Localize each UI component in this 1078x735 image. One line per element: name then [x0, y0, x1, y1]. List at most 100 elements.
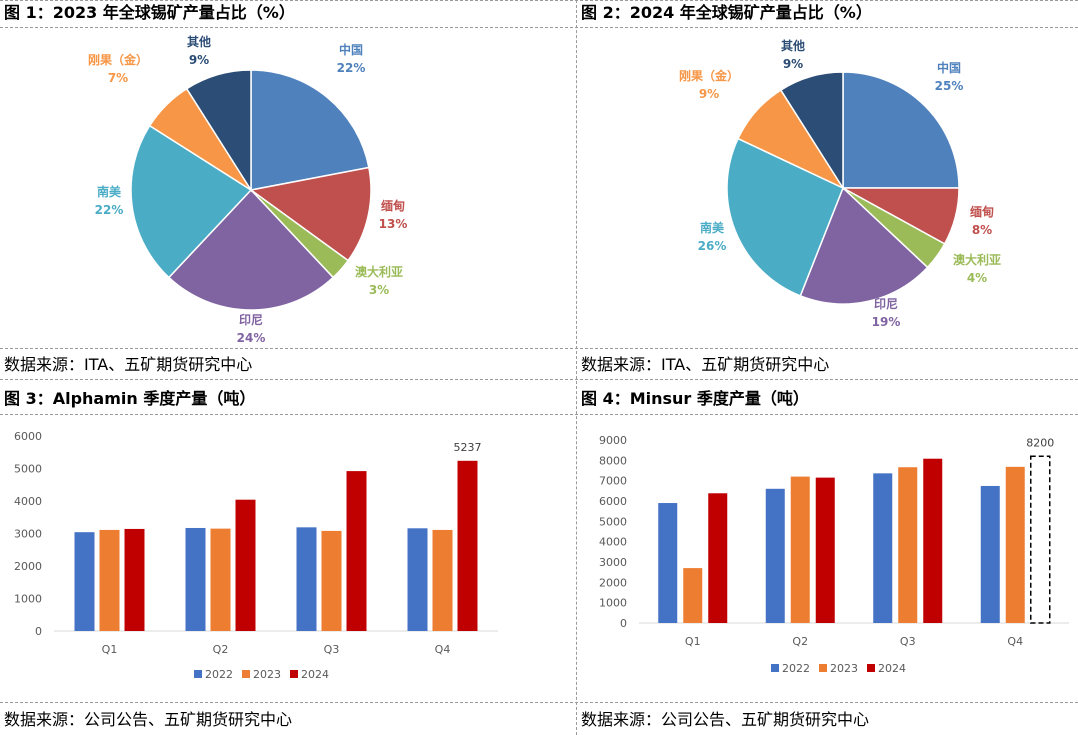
y-tick-label: 0 [35, 625, 42, 638]
separator-title-1 [0, 27, 1078, 28]
bar [74, 532, 95, 631]
slice-value-label: 22% [337, 61, 366, 75]
bar [683, 568, 703, 623]
bar [980, 485, 1000, 623]
y-tick-label: 4000 [599, 536, 627, 549]
bar [296, 527, 317, 631]
pie-chart: 中国 22% 缅甸 13% 澳大利亚 3% 印尼 24% 南美 22% 刚果（金） 7% 其他 9% [88, 34, 408, 345]
bar [898, 467, 918, 623]
legend-label: 2022 [782, 662, 810, 675]
y-tick-label: 5000 [14, 463, 42, 476]
x-tick-label: Q2 [213, 643, 229, 656]
slice-label: 缅甸 [970, 204, 994, 219]
bar [124, 528, 145, 631]
chart-area: 0 1000 2000 3000 4000 5000 6000 Q1 Q2 Q3 Q4 5237 202… [0, 415, 576, 702]
bar-dashed [1030, 455, 1051, 624]
bar-chart: 0 1000 2000 3000 4000 5000 6000 7000 8000 9000 Q1 Q… [599, 434, 1069, 675]
bar [346, 471, 367, 631]
pie-slice [185, 69, 252, 193]
slice-label: 澳大利亚 [953, 252, 1001, 267]
y-tick-label: 0 [620, 617, 627, 630]
y-tick-label: 3000 [599, 556, 627, 569]
x-tick-label: Q4 [1007, 635, 1023, 648]
separator-middle [576, 0, 577, 735]
y-tick-label: 6000 [14, 430, 42, 443]
pie-slice [130, 124, 253, 279]
separator-source-2-top [0, 702, 1078, 703]
y-tick-label: 1000 [599, 597, 627, 610]
slice-value-label: 9% [189, 53, 209, 67]
slice-label: 澳大利亚 [355, 264, 403, 279]
legend-swatch [242, 670, 250, 678]
slice-value-label: 9% [699, 87, 719, 101]
source-note: 数据来源：ITA、五矿期货研究中心 [581, 355, 830, 374]
slice-label: 刚果（金） [679, 68, 739, 83]
bar [99, 529, 120, 631]
slice-label: 刚果（金） [88, 52, 148, 67]
bar [815, 477, 835, 623]
legend-label: 2024 [301, 668, 329, 681]
slice-value-label: 25% [935, 79, 964, 93]
panel-pie-2024: 图 2：2024 年全球锡矿产量占比（%） 中国 25% 缅甸 8% 澳大利亚 4% 印尼 1… [577, 0, 1078, 380]
chart-title: 图 4：Minsur 季度产量（吨） [581, 389, 809, 408]
x-tick-label: Q2 [792, 635, 808, 648]
pie-slice [842, 71, 960, 189]
slice-label: 南美 [97, 184, 122, 199]
source-note: 数据来源：公司公告、五矿期货研究中心 [581, 710, 870, 729]
slice-label: 其他 [781, 38, 805, 53]
separator-title-2 [0, 414, 1078, 415]
slice-label: 印尼 [239, 313, 263, 327]
chart-title: 图 3：Alphamin 季度产量（吨） [4, 389, 256, 408]
source-note: 数据来源：ITA、五矿期货研究中心 [4, 355, 253, 374]
slice-label: 中国 [339, 42, 363, 57]
separator-top [0, 0, 1078, 1]
y-tick-label: 3000 [14, 528, 42, 541]
slice-value-label: 13% [379, 217, 408, 231]
legend-label: 2024 [878, 662, 906, 675]
slice-value-label: 8% [972, 223, 992, 237]
pie-slice [167, 188, 335, 311]
chart-area: 0 1000 2000 3000 4000 5000 6000 7000 8000 9000 Q1 Q… [577, 415, 1078, 702]
pie-slice [249, 166, 372, 262]
x-tick-label: Q4 [435, 643, 451, 656]
bar [873, 473, 893, 623]
slice-value-label: 22% [95, 203, 124, 217]
x-tick-label: Q3 [324, 643, 340, 656]
slice-label: 印尼 [874, 297, 898, 311]
bar [790, 476, 810, 623]
legend-swatch [819, 664, 827, 672]
y-tick-label: 5000 [599, 515, 627, 528]
panel-pie-2023: 图 1：2023 年全球锡矿产量占比（%） 中国 22% 缅甸 13% 澳大利亚 3% 印尼… [0, 0, 576, 380]
bar [432, 529, 453, 631]
data-label: 8200 [1026, 436, 1054, 449]
chart-title: 图 1：2023 年全球锡矿产量占比（%） [4, 3, 295, 22]
pie-chart: 中国 25% 缅甸 8% 澳大利亚 4% 印尼 19% 南美 26% 刚果（金） 9% 其他 9% [679, 38, 1001, 329]
bar [658, 503, 678, 623]
slice-value-label: 3% [369, 283, 389, 297]
x-tick-label: Q1 [102, 643, 118, 656]
slice-value-label: 4% [967, 271, 987, 285]
y-tick-label: 4000 [14, 495, 42, 508]
slice-value-label: 7% [108, 71, 128, 85]
legend-swatch [867, 664, 875, 672]
x-tick-label: Q1 [685, 635, 701, 648]
pie-slice [726, 137, 844, 297]
y-tick-label: 9000 [599, 434, 627, 447]
x-tick-label: Q3 [900, 635, 916, 648]
bar [708, 493, 728, 623]
legend-swatch [771, 664, 779, 672]
chart-title: 图 2：2024 年全球锡矿产量占比（%） [581, 3, 872, 22]
y-tick-label: 8000 [599, 454, 627, 467]
y-tick-label: 2000 [599, 576, 627, 589]
separator-source-1-top [0, 348, 1078, 349]
y-tick-label: 7000 [599, 475, 627, 488]
separator-source-1-bottom [0, 379, 1078, 380]
bar-chart: 0 1000 2000 3000 4000 5000 6000 Q1 Q2 Q3 Q4 5237 202… [14, 430, 498, 681]
slice-value-label: 24% [237, 331, 266, 345]
bar [321, 530, 342, 631]
panel-bar-minsur: 图 4：Minsur 季度产量（吨） 0 1000 2000 3000 4000 5000… [577, 386, 1078, 735]
pie-slice [250, 69, 370, 191]
data-label: 5237 [454, 441, 482, 454]
slice-label: 南美 [700, 220, 725, 235]
chart-area: 中国 25% 缅甸 8% 澳大利亚 4% 印尼 19% 南美 26% 刚果（金） 9% 其他 9% [577, 28, 1078, 348]
